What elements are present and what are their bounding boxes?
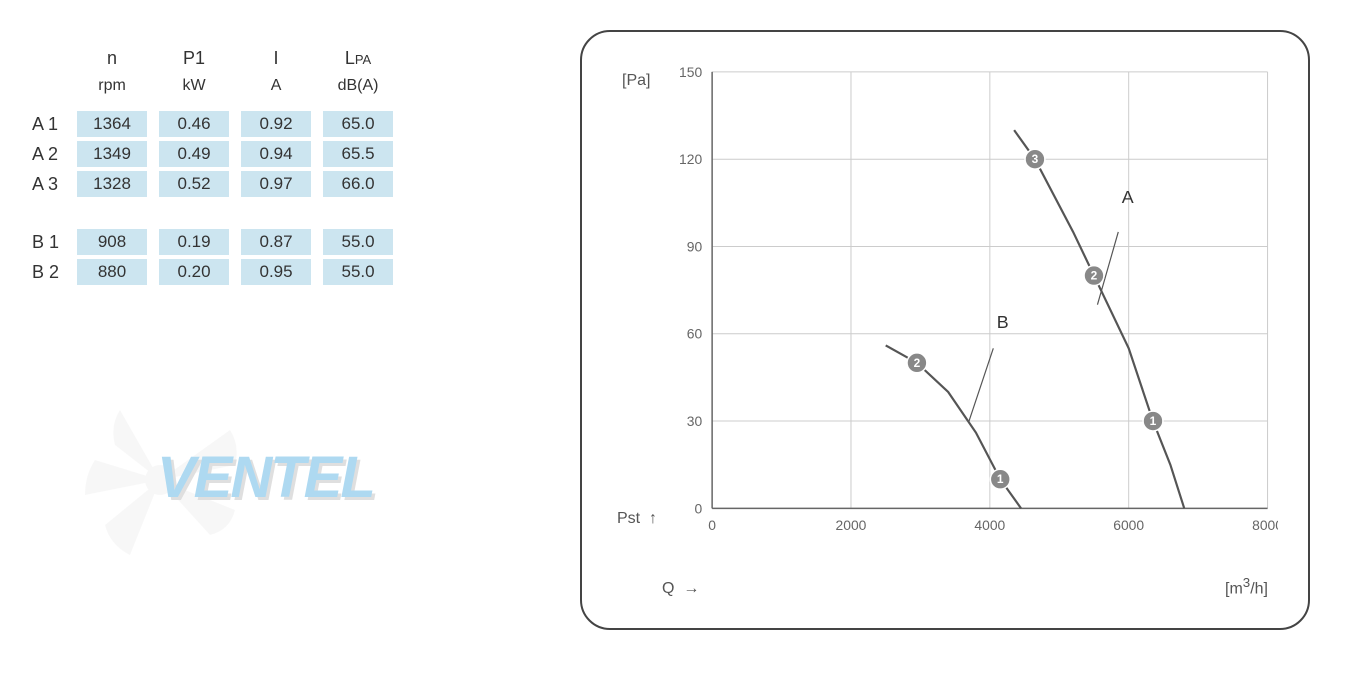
chart-plot-area: 0 2000 4000 6000 8000 0 30 60 90 120 150 A 3 2 1 B 2 1 xyxy=(662,62,1278,548)
cell-lpa: 65.5 xyxy=(323,141,393,167)
header-unit-row: rpm kW A dB(A) xyxy=(32,77,393,107)
col-unit-p1: kW xyxy=(159,77,229,107)
x-axis-label: Q → xyxy=(662,580,699,598)
svg-text:VENTEL: VENTEL xyxy=(157,445,374,510)
svg-text:120: 120 xyxy=(679,151,702,167)
y-axis-label: Pst ↑ xyxy=(617,510,657,528)
svg-text:1: 1 xyxy=(1150,414,1157,428)
y-axis-unit: [Pa] xyxy=(622,72,650,90)
watermark-logo: VENTEL VENTEL xyxy=(80,370,480,575)
row-label: B 2 xyxy=(32,259,65,285)
cell-n: 1364 xyxy=(77,111,147,137)
svg-text:6000: 6000 xyxy=(1113,517,1144,533)
table-row: A 2 1349 0.49 0.94 65.5 xyxy=(32,141,393,167)
cell-i: 0.92 xyxy=(241,111,311,137)
cell-p1: 0.46 xyxy=(159,111,229,137)
table-row: B 1 908 0.19 0.87 55.0 xyxy=(32,229,393,255)
svg-text:30: 30 xyxy=(687,413,703,429)
row-label: A 1 xyxy=(32,111,65,137)
performance-table: n P1 I LPA rpm kW A dB(A) A 1 1364 0.46 0.9… xyxy=(20,40,405,289)
svg-text:2: 2 xyxy=(914,356,921,370)
cell-n: 1328 xyxy=(77,171,147,197)
chart-svg: 0 2000 4000 6000 8000 0 30 60 90 120 150 A 3 2 1 B 2 1 xyxy=(662,62,1278,548)
x-axis-unit: [m3/h] xyxy=(1225,575,1268,598)
col-unit-n: rpm xyxy=(77,77,147,107)
cell-p1: 0.49 xyxy=(159,141,229,167)
svg-text:4000: 4000 xyxy=(974,517,1005,533)
cell-n: 880 xyxy=(77,259,147,285)
table-row: A 3 1328 0.52 0.97 66.0 xyxy=(32,171,393,197)
row-label: B 1 xyxy=(32,229,65,255)
header-symbol-row: n P1 I LPA xyxy=(32,44,393,73)
col-header-i: I xyxy=(241,44,311,73)
cell-p1: 0.52 xyxy=(159,171,229,197)
cell-lpa: 65.0 xyxy=(323,111,393,137)
cell-n: 908 xyxy=(77,229,147,255)
table-row: A 1 1364 0.46 0.92 65.0 xyxy=(32,111,393,137)
cell-i: 0.95 xyxy=(241,259,311,285)
col-header-p1: P1 xyxy=(159,44,229,73)
col-header-n: n xyxy=(77,44,147,73)
left-panel: n P1 I LPA rpm kW A dB(A) A 1 1364 0.46 0.9… xyxy=(20,30,520,645)
row-label: A 2 xyxy=(32,141,65,167)
cell-n: 1349 xyxy=(77,141,147,167)
svg-text:90: 90 xyxy=(687,238,703,254)
table-row: B 2 880 0.20 0.95 55.0 xyxy=(32,259,393,285)
svg-text:150: 150 xyxy=(679,64,702,80)
svg-text:0: 0 xyxy=(694,500,702,516)
svg-text:A: A xyxy=(1122,187,1134,207)
svg-text:B: B xyxy=(997,312,1009,332)
chart-panel: [Pa] Pst ↑ Q → [m3/h] 020004000600080000… xyxy=(580,30,1310,630)
svg-text:2000: 2000 xyxy=(836,517,867,533)
col-unit-lpa: dB(A) xyxy=(323,77,393,107)
cell-i: 0.94 xyxy=(241,141,311,167)
cell-lpa: 55.0 xyxy=(323,259,393,285)
cell-i: 0.87 xyxy=(241,229,311,255)
cell-p1: 0.19 xyxy=(159,229,229,255)
cell-i: 0.97 xyxy=(241,171,311,197)
svg-text:60: 60 xyxy=(687,326,703,342)
svg-text:3: 3 xyxy=(1032,152,1039,166)
row-label: A 3 xyxy=(32,171,65,197)
svg-text:8000: 8000 xyxy=(1252,517,1278,533)
col-header-lpa: LPA xyxy=(323,44,393,73)
svg-text:1: 1 xyxy=(997,472,1004,486)
cell-lpa: 55.0 xyxy=(323,229,393,255)
cell-p1: 0.20 xyxy=(159,259,229,285)
svg-text:2: 2 xyxy=(1091,269,1098,283)
col-unit-i: A xyxy=(241,77,311,107)
svg-text:0: 0 xyxy=(708,517,716,533)
cell-lpa: 66.0 xyxy=(323,171,393,197)
